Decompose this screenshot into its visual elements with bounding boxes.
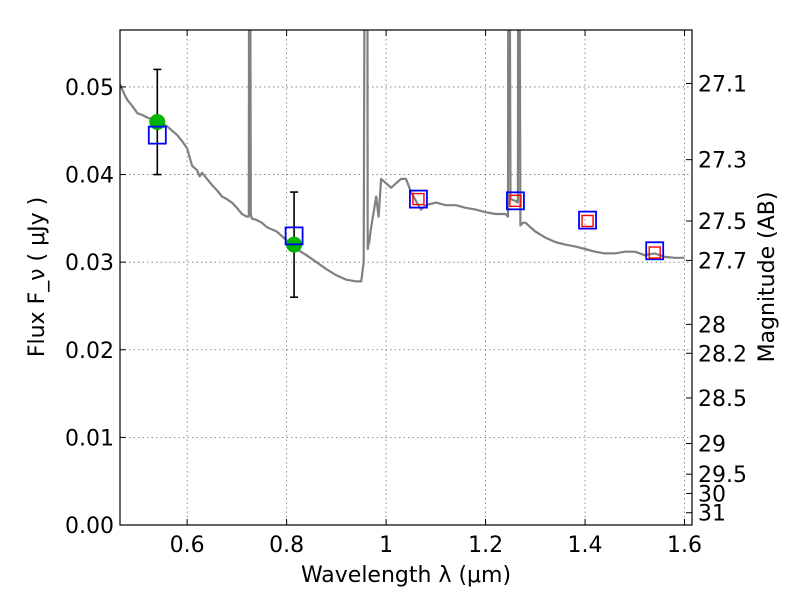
right-axis-label: Magnitude (AB) [755,192,780,363]
predicted-photometry-marker [509,194,522,208]
magnitude-tick-label: 30 [698,482,726,507]
magnitude-tick-label: 29 [698,433,726,458]
magnitude-tick-label: 31 [698,502,726,527]
x-tick-label: 1.4 [568,533,603,558]
data-layer [120,30,685,299]
predicted-photometry-marker [648,246,661,259]
observed-point [149,113,166,130]
y-tick-label: 0.01 [65,426,114,451]
model-photometry-marker [506,191,525,211]
model-spectrum-line [120,30,685,283]
model-photometry-marker [284,226,304,246]
model-photometry-marker [645,241,665,261]
y-axis-label: Flux F_ν ( μJy ) [25,197,50,357]
x-tick-label: 1.6 [667,533,702,558]
magnitude-tick-label: 27.3 [698,149,747,174]
x-tick-label: 1 [379,533,393,558]
x-axis-label: Wavelength λ (μm) [301,563,511,588]
magnitude-tick-label: 27.5 [698,210,747,235]
magnitude-tick-label: 27.1 [698,72,747,97]
y-tick-label: 0.00 [65,514,114,539]
x-tick-label: 0.8 [269,533,304,558]
magnitude-tick-label: 28 [698,313,726,338]
magnitude-tick-label: 28.5 [698,387,747,412]
predicted-photometry-marker [581,214,594,228]
magnitude-tick-label: 29.5 [698,463,747,488]
y-tick-label: 0.05 [65,76,114,101]
grid-lines [120,30,692,525]
predicted-photometry-marker [412,192,425,206]
y-tick-label: 0.03 [65,251,114,276]
y-tick-label: 0.04 [65,164,114,189]
y-tick-label: 0.02 [65,339,114,364]
plot-frame [119,29,693,526]
model-photometry-marker [147,125,167,145]
magnitude-tick-label: 27.7 [698,249,747,274]
magnitude-tick-label: 28.2 [698,342,747,367]
model-photometry-marker [409,189,428,209]
x-tick-label: 1.2 [468,533,503,558]
model-photometry-marker [578,210,597,230]
axis-ticks: 0.6 0.8 1 1.2 1.4 1.6 0.00 0.01 0.02 0.03 0.04 0.05… [65,30,747,558]
x-tick-label: 0.6 [170,533,205,558]
